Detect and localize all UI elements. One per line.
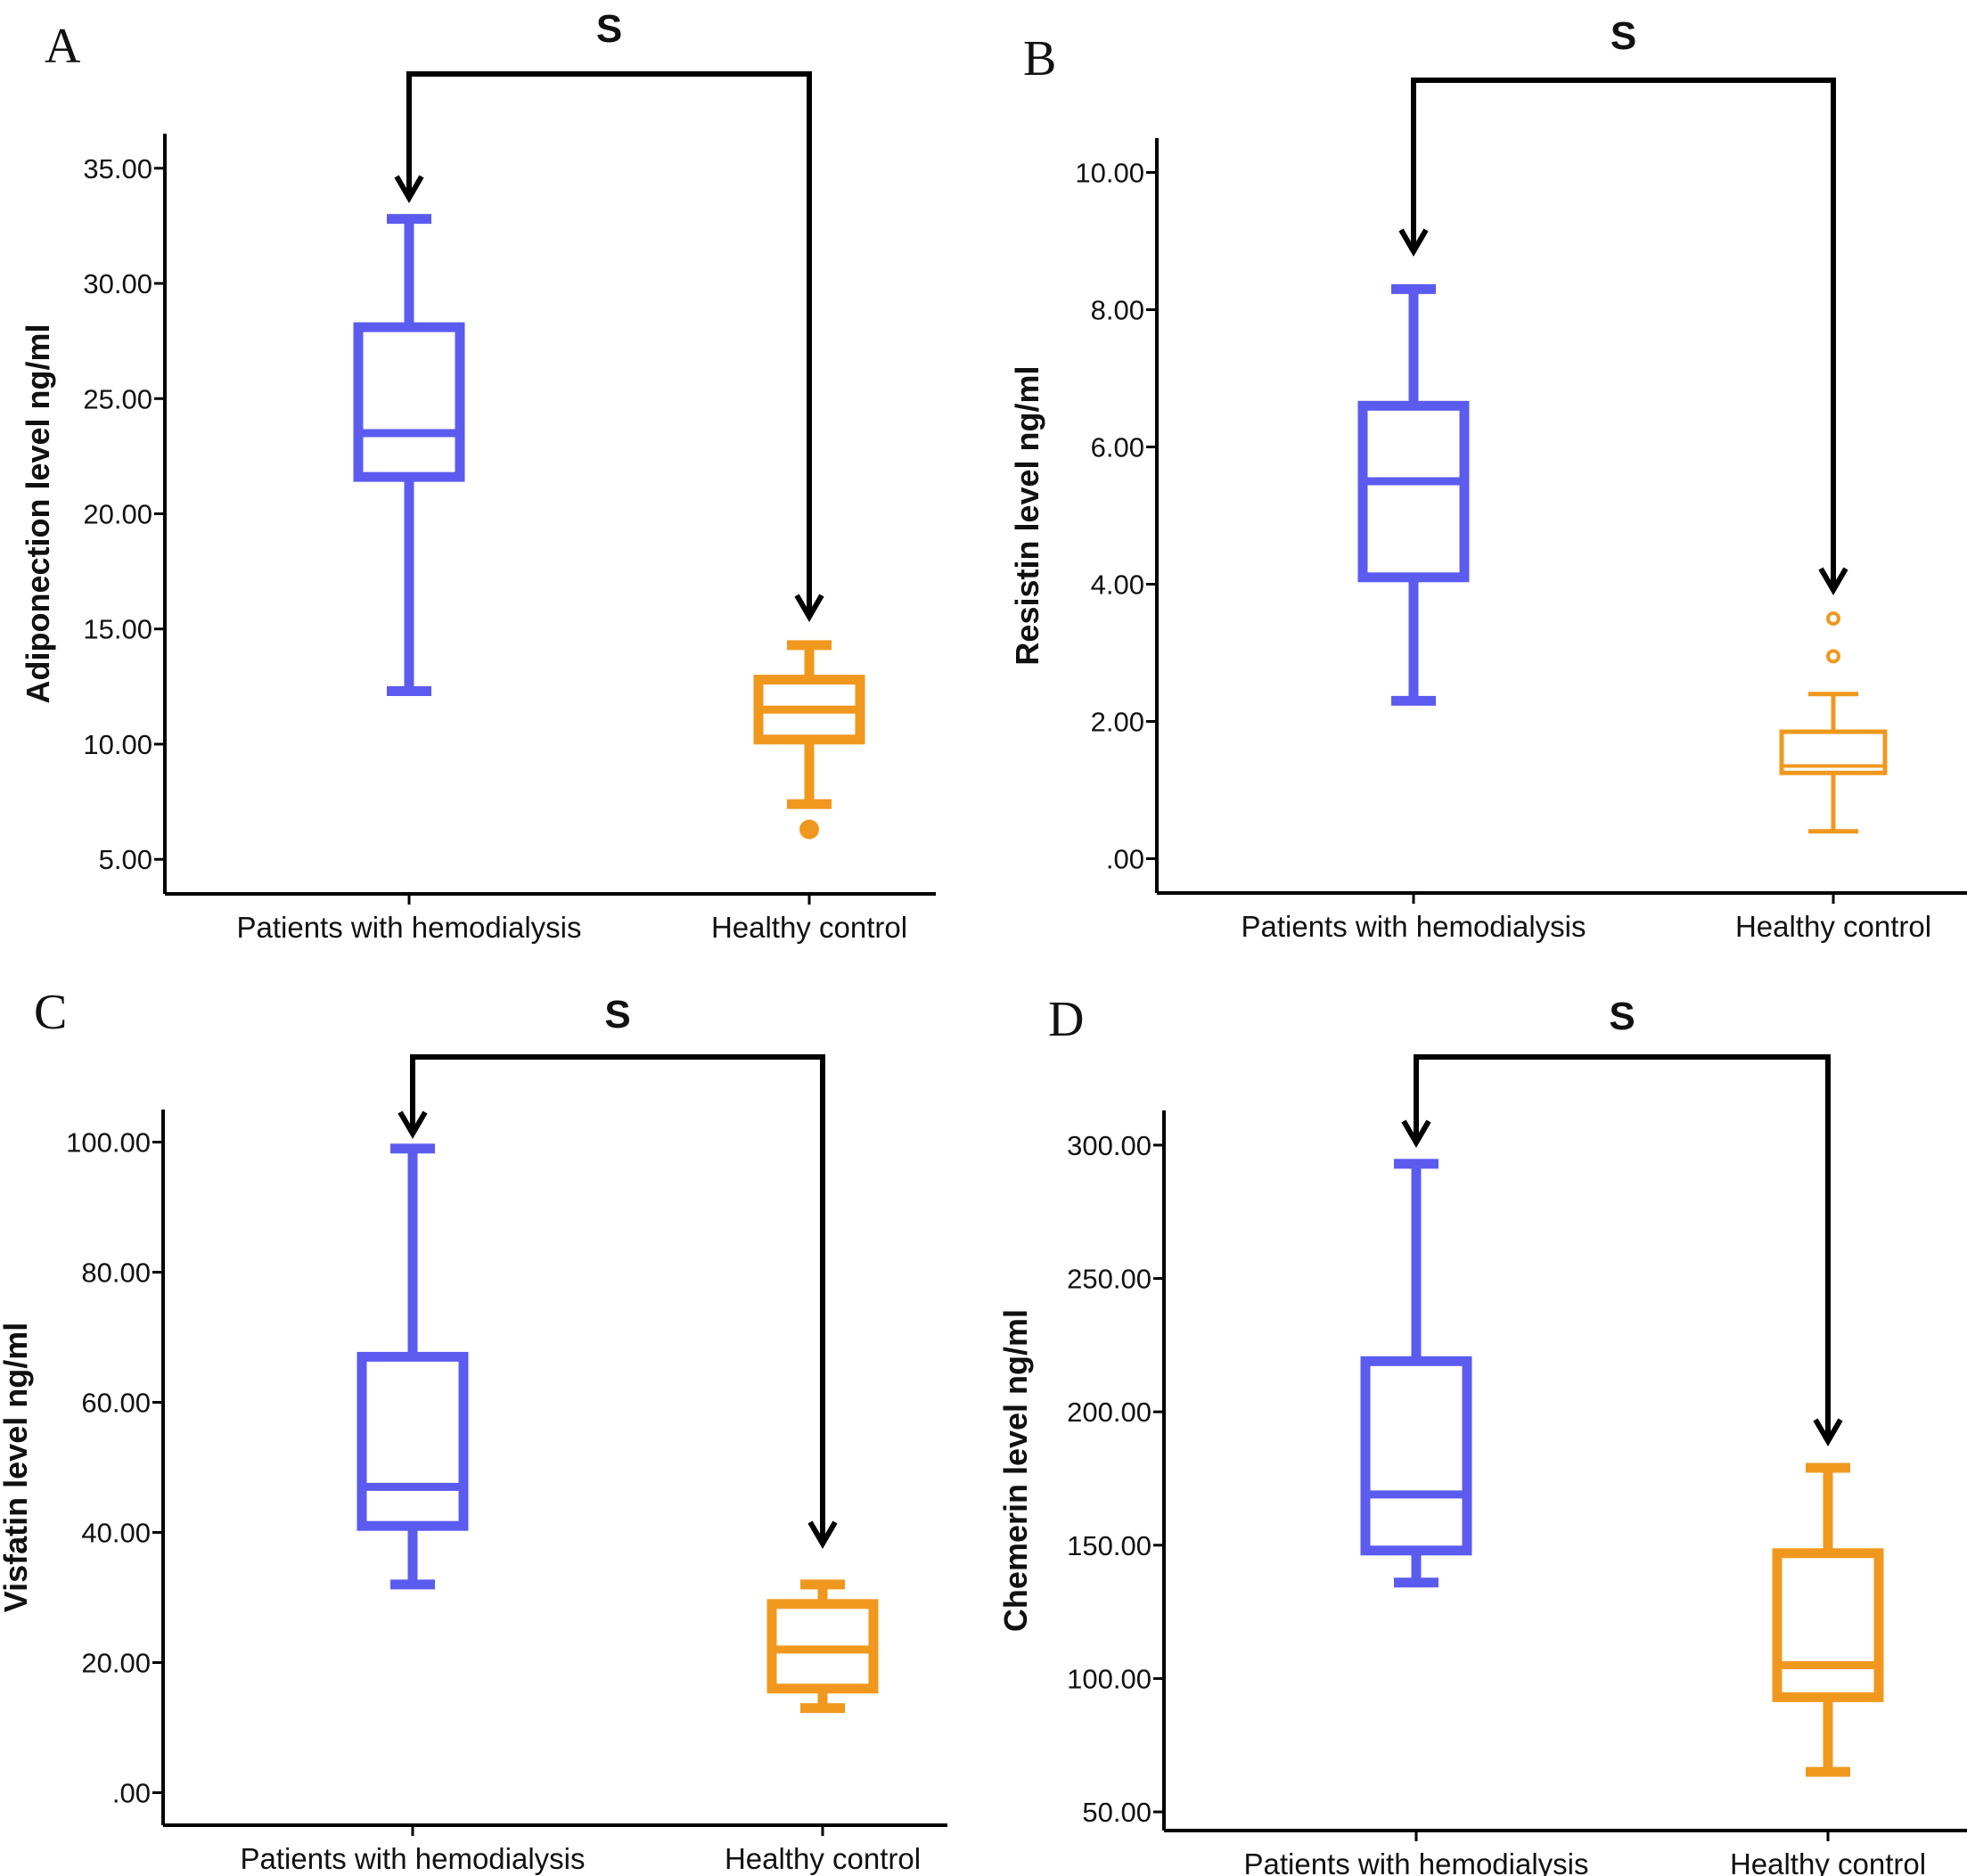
y-tick-label: 30.00: [83, 268, 152, 299]
x-category-label: Healthy control: [1730, 1847, 1926, 1876]
box-patients: [357, 1143, 469, 1590]
panel-b: B .00 2.00 4.00 6.00 8.00 10.00 Resistin level …: [1009, 14, 1967, 943]
iqr-box: [353, 322, 465, 482]
y-axis-title: Resistin level ng/ml: [1009, 365, 1045, 665]
arrowhead-icon: [794, 594, 824, 622]
x-category-label: Patients with hemodialysis: [1243, 1847, 1588, 1876]
significance-bracket: [1411, 78, 1836, 588]
y-axis-title: Adiponection level ng/ml: [20, 324, 56, 703]
arrowhead-icon: [394, 175, 424, 203]
y-tick-label: 20.00: [83, 499, 152, 530]
y-tick-label: 25.00: [83, 383, 152, 414]
y-tick-label: 15.00: [83, 614, 152, 645]
y-axis-title: Chemerin level ng/ml: [997, 1309, 1034, 1632]
arrowhead-icon: [807, 1520, 838, 1549]
iqr-box: [357, 1351, 469, 1531]
significance-label: S: [1610, 14, 1636, 58]
y-tick-label: 60.00: [81, 1388, 151, 1419]
x-category-label: Patients with hemodialysis: [240, 1842, 585, 1875]
box-control: [1779, 611, 1888, 834]
box-control: [753, 640, 865, 840]
y-tick-label: 10.00: [83, 729, 152, 760]
x-category-label: Patients with hemodialysis: [1241, 910, 1586, 943]
y-tick-label: 20.00: [81, 1648, 151, 1679]
y-tick-label: 8.00: [1091, 295, 1144, 326]
x-category-label: Healthy control: [725, 1842, 921, 1875]
arrowhead-icon: [1813, 1418, 1843, 1446]
y-tick-label: .00: [112, 1778, 151, 1809]
significance-label: S: [596, 7, 622, 51]
iqr-box: [1360, 1356, 1472, 1556]
panel-letter: C: [34, 985, 67, 1040]
box-patients: [1357, 283, 1470, 706]
panel-d: D 50.00 100.00 150.00 200.00 250.00 300.00 Chem…: [997, 992, 1967, 1876]
significance-label: S: [604, 993, 630, 1036]
y-tick-label: 300.00: [1067, 1130, 1152, 1161]
y-tick-label: 150.00: [1067, 1530, 1152, 1561]
y-tick-label: 5.00: [99, 844, 152, 875]
box-control: [1772, 1462, 1884, 1777]
y-tick-label: 6.00: [1091, 432, 1144, 463]
box-patients: [353, 214, 465, 697]
iqr-box: [1357, 400, 1470, 583]
iqr-box: [1772, 1548, 1884, 1702]
significance-bracket: [410, 1054, 825, 1542]
panel-c: C .00 20.00 40.00 60.00 80.00 100.00 Visfatin l…: [0, 985, 947, 1875]
arrowhead-icon: [1398, 228, 1429, 257]
significance-bracket: [406, 71, 812, 615]
y-tick-label: 2.00: [1091, 707, 1144, 738]
x-category-label: Patients with hemodialysis: [236, 911, 581, 944]
panel-a: A 5.00 10.00 15.00 20.00 25.00 30.00 35.00 Adipo…: [20, 7, 936, 944]
y-tick-label: 100.00: [1067, 1663, 1152, 1694]
significance-bracket: [1414, 1054, 1831, 1439]
x-category-label: Healthy control: [711, 911, 907, 944]
panel-letter: A: [45, 19, 81, 74]
x-category-label: Healthy control: [1735, 910, 1931, 943]
arrowhead-icon: [397, 1110, 428, 1139]
arrowhead-icon: [1818, 567, 1848, 595]
box-control: [766, 1579, 879, 1714]
significance-label: S: [1609, 995, 1635, 1038]
y-tick-label: 4.00: [1091, 569, 1144, 601]
y-tick-label: 80.00: [81, 1257, 151, 1289]
y-tick-label: 40.00: [81, 1518, 151, 1549]
y-tick-label: .00: [1106, 844, 1144, 875]
y-tick-label: 100.00: [66, 1127, 151, 1159]
y-tick-label: 200.00: [1067, 1397, 1152, 1428]
panel-letter: B: [1023, 31, 1056, 86]
outlier-point: [1826, 611, 1840, 626]
y-axis-title: Visfatin level ng/ml: [0, 1323, 34, 1612]
box-patients: [1360, 1159, 1472, 1588]
y-tick-label: 250.00: [1067, 1264, 1152, 1295]
outlier-point: [1826, 649, 1840, 664]
arrowhead-icon: [1401, 1119, 1431, 1148]
y-tick-label: 10.00: [1075, 158, 1144, 189]
panel-letter: D: [1048, 992, 1084, 1047]
y-tick-label: 35.00: [83, 153, 152, 184]
y-tick-label: 50.00: [1082, 1797, 1152, 1828]
outlier-point: [799, 819, 819, 840]
